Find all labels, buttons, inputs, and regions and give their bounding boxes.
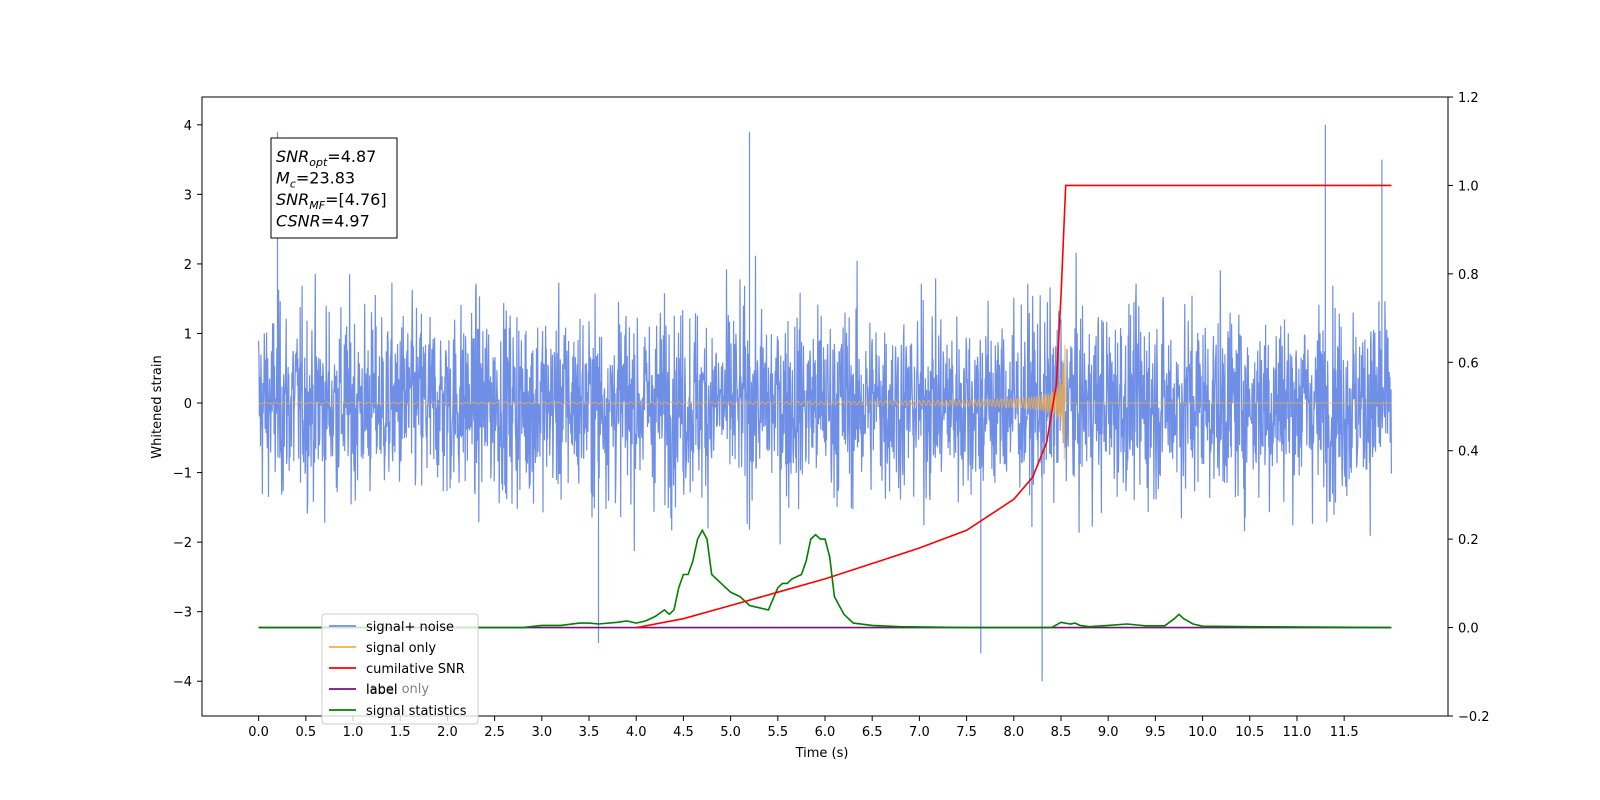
legend-label: signal+ noise	[366, 620, 454, 635]
y2-tick-label: 1.2	[1458, 91, 1479, 106]
y-tick-label: 4	[184, 119, 192, 134]
y-axis-left: −4 −3 −2 −1 0 1 2 3 4	[173, 119, 202, 690]
y-axis-right: −0.2 0.0 0.2 0.4 0.6 0.8 1.0 1.2	[1448, 91, 1490, 725]
annotation-line: SNRMF=[4.76]	[276, 190, 387, 212]
y-tick-label: 1	[184, 327, 192, 342]
x-tick-label: 10.5	[1235, 725, 1264, 740]
y2-tick-label: −0.2	[1458, 710, 1490, 725]
x-tick-label: 4.0	[626, 725, 647, 740]
x-tick-label: 0.5	[295, 725, 316, 740]
x-axis: 0.0 0.5 1.0 1.5 2.0 2.5 3.0 3.5 4.0 4.5 5.0 5.5 6.0 6…	[248, 716, 1359, 740]
legend-label: signal only	[366, 641, 436, 656]
legend-label: label	[366, 683, 397, 698]
series-cumulative-snr-line	[636, 184, 1392, 629]
x-tick-label: 1.5	[390, 725, 411, 740]
x-tick-label: 8.0	[1003, 725, 1024, 740]
legend: label only signal+ noise signal only cumila…	[321, 613, 479, 725]
series-signal-noise-line	[258, 124, 1392, 682]
y2-tick-label: 0.0	[1458, 622, 1479, 637]
series-layer	[258, 124, 1392, 682]
y2-tick-label: 0.4	[1458, 445, 1479, 460]
series-signal-statistics-line	[258, 528, 1392, 629]
x-tick-label: 3.0	[531, 725, 552, 740]
x-axis-label: Time (s)	[795, 746, 849, 761]
x-tick-label: 0.0	[248, 725, 269, 740]
legend-label: signal statistics	[366, 704, 467, 719]
x-tick-label: 6.5	[862, 725, 883, 740]
x-tick-label: 9.5	[1145, 725, 1166, 740]
legend-label: cumilative SNR	[366, 662, 465, 677]
annotation-line: Mc=23.83	[276, 169, 355, 191]
y-tick-label: −1	[173, 467, 192, 482]
y-axis-label: Whitened strain	[150, 355, 165, 458]
x-tick-label: 2.5	[484, 725, 505, 740]
annotation-frame	[270, 137, 398, 239]
x-tick-label: 6.0	[815, 725, 836, 740]
x-tick-label: 4.5	[673, 725, 694, 740]
y-tick-label: 2	[184, 258, 192, 273]
series-signal-only-line	[258, 344, 1392, 460]
x-tick-label: 7.5	[956, 725, 977, 740]
x-tick-label: 11.5	[1330, 725, 1359, 740]
legend-frame	[321, 613, 479, 725]
y-tick-label: −3	[173, 606, 192, 621]
x-tick-label: 5.0	[720, 725, 741, 740]
x-tick-label: 10.0	[1188, 725, 1217, 740]
y-tick-label: 3	[184, 188, 192, 203]
x-tick-label: 11.0	[1282, 725, 1311, 740]
y2-tick-label: 1.0	[1458, 179, 1479, 194]
x-tick-label: 9.0	[1098, 725, 1119, 740]
x-tick-label: 5.5	[767, 725, 788, 740]
annotation-line: SNRopt=4.87	[276, 147, 376, 169]
y-tick-label: −4	[173, 675, 192, 690]
y-tick-label: 0	[184, 397, 192, 412]
y2-tick-label: 0.8	[1458, 268, 1479, 283]
x-tick-label: 3.5	[579, 725, 600, 740]
legend-ghost-text: label only	[366, 682, 429, 697]
x-tick-label: 7.0	[909, 725, 930, 740]
x-tick-label: 2.0	[437, 725, 458, 740]
annotation-line: CSNR=4.97	[276, 212, 370, 231]
y2-tick-label: 0.6	[1458, 356, 1479, 371]
y2-tick-label: 0.2	[1458, 533, 1479, 548]
y-tick-label: −2	[173, 536, 192, 551]
x-tick-label: 8.5	[1051, 725, 1072, 740]
x-tick-label: 1.0	[343, 725, 364, 740]
